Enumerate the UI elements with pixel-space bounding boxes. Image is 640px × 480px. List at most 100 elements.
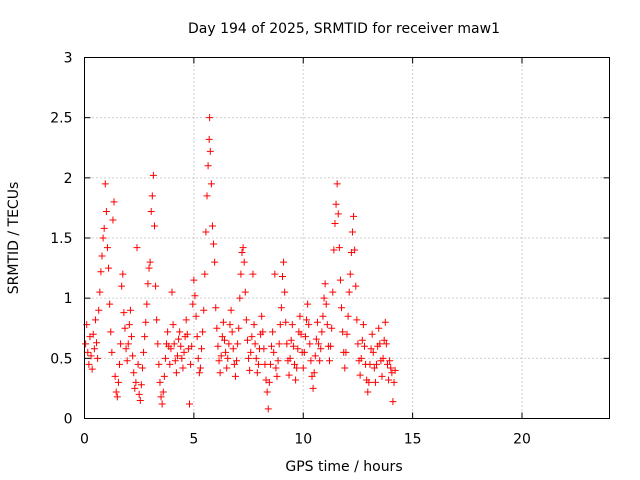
data-point [133, 244, 141, 252]
data-point [210, 240, 218, 248]
data-point [137, 381, 145, 389]
data-point [119, 270, 127, 278]
data-point [206, 114, 214, 122]
data-point [373, 360, 381, 368]
data-point [269, 328, 277, 336]
data-point [224, 354, 232, 362]
data-point [158, 400, 166, 408]
data-point [136, 396, 144, 404]
data-point [312, 335, 320, 343]
data-point [226, 321, 234, 329]
data-point [331, 220, 339, 228]
data-point [346, 270, 354, 278]
data-point [264, 405, 272, 413]
data-point [103, 244, 111, 252]
data-point [173, 352, 181, 360]
data-point [335, 244, 343, 252]
data-point [131, 384, 139, 392]
data-point [318, 328, 326, 336]
data-point [367, 345, 375, 353]
y-tick-label: 2.5 [50, 111, 72, 127]
data-point [389, 398, 397, 406]
data-point [305, 321, 313, 329]
data-point [390, 378, 398, 386]
data-point [166, 360, 174, 368]
data-point [144, 280, 152, 288]
data-point [183, 330, 191, 338]
data-point [94, 354, 102, 362]
data-point [191, 292, 199, 300]
data-point [364, 388, 372, 396]
data-point [326, 357, 333, 365]
data-point [268, 342, 276, 350]
y-tick-label: 0 [64, 412, 73, 428]
data-point [124, 340, 132, 348]
data-point [88, 365, 96, 373]
data-point [300, 348, 308, 356]
data-point [228, 328, 236, 336]
data-point [84, 348, 92, 356]
data-point [176, 328, 184, 336]
data-point [327, 342, 335, 350]
data-point [117, 340, 125, 348]
data-point [236, 294, 244, 302]
data-point [170, 340, 178, 348]
data-point [241, 288, 249, 296]
data-point [229, 345, 237, 353]
data-point [271, 270, 279, 278]
data-point [212, 304, 220, 312]
data-point [129, 352, 137, 360]
data-point [179, 364, 187, 372]
data-point [275, 340, 283, 348]
x-axis-title: GPS time / hours [285, 459, 402, 475]
data-point [250, 321, 258, 329]
data-point [339, 328, 347, 336]
data-point [304, 300, 312, 308]
data-point [105, 264, 113, 272]
data-point [93, 339, 101, 347]
data-point [287, 336, 295, 344]
data-point [286, 354, 294, 362]
data-point [231, 372, 239, 380]
data-point [120, 309, 128, 317]
data-point [348, 228, 356, 236]
data-point [240, 258, 248, 266]
data-point [96, 288, 104, 296]
data-point [194, 354, 202, 362]
data-point [322, 300, 330, 308]
data-point [353, 316, 361, 324]
grid-lines [84, 57, 610, 419]
data-point [168, 288, 176, 296]
y-tick-label: 1 [64, 291, 73, 307]
data-point [361, 342, 368, 350]
data-point [328, 324, 336, 332]
data-point [321, 280, 329, 288]
data-point [221, 336, 228, 344]
data-point [186, 400, 193, 408]
data-point [239, 244, 247, 252]
data-point [386, 357, 394, 365]
chart-title: Day 194 of 2025, SRMTID for receiver maw… [188, 21, 500, 37]
data-point [204, 162, 212, 170]
data-point [356, 371, 364, 379]
data-point [358, 336, 366, 344]
data-point [91, 316, 99, 324]
data-point [357, 354, 365, 362]
data-point [108, 348, 116, 356]
data-point [309, 384, 317, 392]
data-point [219, 318, 227, 326]
data-point [189, 300, 197, 308]
data-point [149, 171, 157, 179]
data-point [141, 333, 149, 341]
data-point [382, 340, 390, 348]
data-point [378, 372, 386, 380]
y-tick-label: 0.5 [50, 351, 72, 367]
data-point [383, 360, 391, 368]
data-point [237, 270, 245, 278]
data-point [85, 360, 93, 368]
data-point [366, 360, 374, 368]
data-point [277, 304, 285, 312]
x-tick-label: 20 [513, 432, 531, 448]
data-point [134, 360, 142, 368]
data-point [265, 378, 273, 386]
